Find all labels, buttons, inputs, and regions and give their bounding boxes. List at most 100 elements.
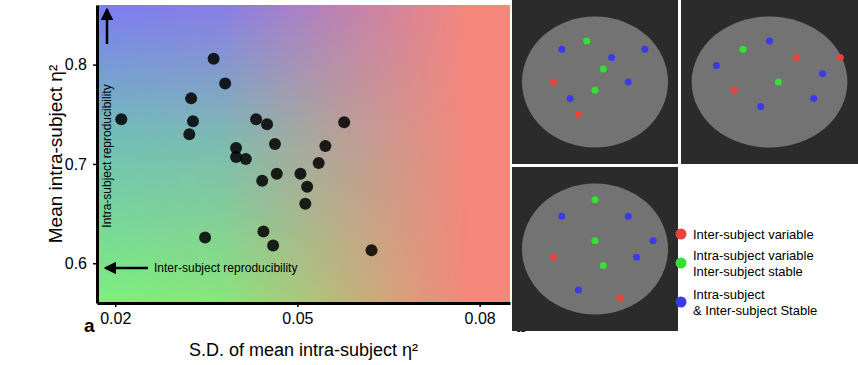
x-axis-title: S.D. of mean intra-subject η²	[189, 340, 418, 360]
tick: 0.08	[465, 303, 496, 327]
tick: 0.6	[65, 255, 97, 272]
x-axis-line	[98, 302, 511, 305]
roi-dot	[739, 46, 746, 53]
roi-dot	[583, 38, 590, 45]
legend: Inter-subject variable Intra-subject vari…	[676, 227, 818, 318]
tick-label: 0.6	[65, 255, 87, 272]
point	[219, 77, 231, 89]
legend-label: Intra-subject	[693, 287, 765, 302]
roi-dot	[819, 70, 826, 77]
point	[250, 113, 262, 125]
point	[294, 168, 306, 180]
annotation: Intra-subject reproducibility	[100, 84, 114, 227]
points	[115, 53, 377, 257]
y-axis-line	[96, 6, 99, 304]
figure: 0.02 0.05 0.08 0.6 0.7 0.8 S.D. of mean intra-…	[0, 0, 858, 365]
point	[319, 140, 331, 152]
roi-dot	[600, 262, 607, 269]
point	[338, 116, 350, 128]
legend-label: & Inter-subject Stable	[693, 303, 817, 318]
legend-label: Inter-subject variable	[693, 227, 814, 242]
brain-views	[512, 0, 858, 331]
brain-panel	[512, 0, 678, 164]
roi-dot	[650, 237, 657, 244]
point	[299, 198, 311, 210]
brain-surface	[522, 183, 668, 314]
tick: 0.8	[65, 56, 97, 73]
tick-label: 0.7	[65, 156, 87, 173]
y-axis: 0.6 0.7 0.8	[65, 6, 98, 304]
brain-panel	[512, 167, 678, 331]
arrow	[106, 267, 148, 270]
roi-dot	[810, 95, 817, 102]
tick: 0.02	[100, 303, 131, 327]
y-axis-title: Mean intra-subject η²	[45, 65, 66, 243]
tick-mark	[93, 64, 97, 66]
annotation: Inter-subject reproducibility	[154, 261, 297, 275]
legend-label: Inter-subject stable	[693, 264, 803, 279]
roi-dot	[558, 46, 565, 53]
roi-dot	[600, 65, 607, 72]
point	[256, 175, 268, 187]
legend-swatch	[676, 258, 687, 269]
legend-swatch	[676, 297, 687, 308]
point	[240, 153, 252, 165]
tick-mark	[479, 303, 481, 307]
x-axis: 0.02 0.05 0.08	[98, 303, 511, 327]
roi-dot	[592, 196, 599, 203]
point	[261, 118, 273, 130]
roi-dot	[793, 54, 800, 61]
legend-label: Intra-subject variable	[693, 248, 814, 263]
point	[208, 53, 220, 65]
roi-dot	[616, 295, 623, 302]
point	[267, 239, 279, 251]
roi-dot	[592, 87, 599, 94]
roi-dot	[550, 79, 557, 86]
tick-label: 0.05	[282, 310, 313, 327]
roi-dot	[558, 213, 565, 220]
brain-surface	[692, 16, 848, 147]
point	[366, 244, 378, 256]
point	[313, 157, 325, 169]
tick: 0.7	[65, 156, 97, 173]
tick-label: 0.8	[65, 56, 87, 73]
roi-dot	[757, 103, 764, 110]
point	[187, 115, 199, 127]
legend-swatch	[676, 229, 687, 240]
tick-mark	[93, 164, 97, 166]
brain-panel	[681, 0, 858, 164]
point	[183, 128, 195, 140]
roi-dot	[625, 213, 632, 220]
point	[185, 92, 197, 104]
roi-dot	[592, 237, 599, 244]
panel-label: a	[84, 315, 95, 336]
brain-surface	[522, 16, 668, 147]
background-gradient	[97, 5, 510, 303]
roi-dot	[713, 62, 720, 69]
tick: 0.05	[282, 303, 313, 327]
roi-dot	[575, 111, 582, 118]
point	[199, 231, 211, 243]
roi-dot	[775, 79, 782, 86]
point	[271, 168, 283, 180]
roi-dot	[641, 46, 648, 53]
roi-dot	[567, 95, 574, 102]
roi-dot	[575, 287, 582, 294]
point	[257, 225, 269, 237]
arrow	[106, 10, 109, 44]
tick-label: 0.02	[100, 310, 131, 327]
roi-dot	[633, 254, 640, 261]
roi-dot	[766, 38, 773, 45]
tick-label: 0.08	[465, 310, 496, 327]
tick-mark	[297, 303, 299, 307]
roi-dot	[837, 54, 844, 61]
roi-dot	[625, 79, 632, 86]
roi-dot	[550, 254, 557, 261]
point	[269, 138, 281, 150]
roi-dot	[608, 54, 615, 61]
tick-mark	[93, 263, 97, 265]
roi-dot	[731, 87, 738, 94]
tick-mark	[115, 303, 117, 307]
point	[301, 181, 313, 193]
point	[115, 113, 127, 125]
